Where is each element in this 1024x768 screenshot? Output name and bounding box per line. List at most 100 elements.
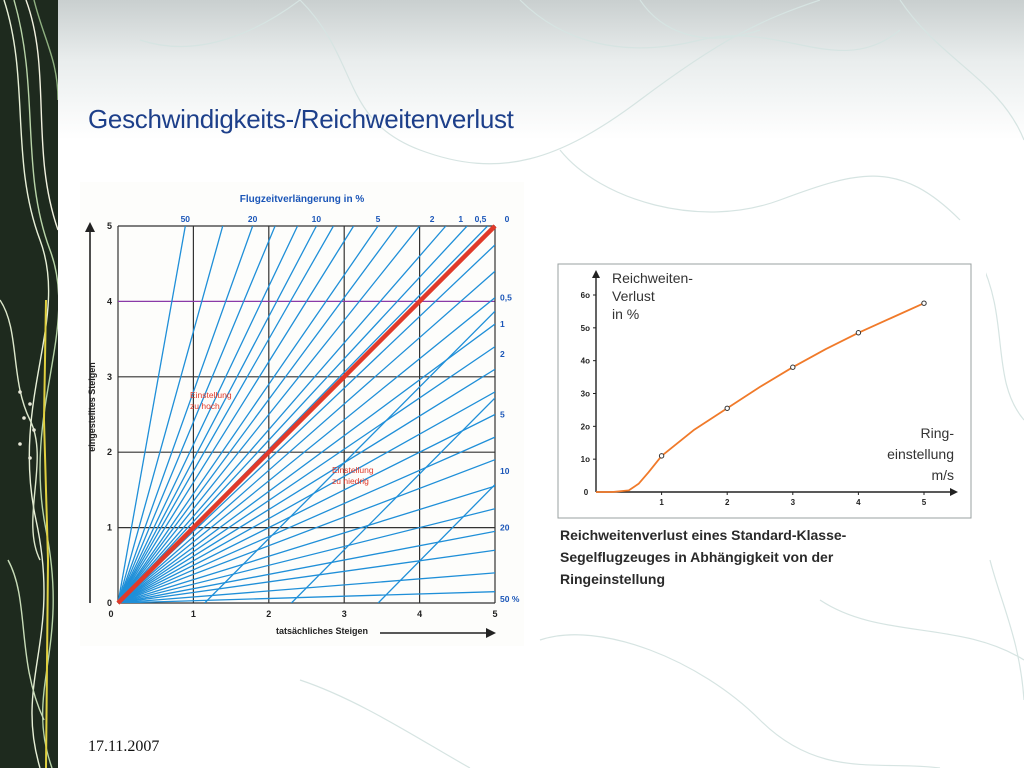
- range-loss-chart: 1 2 3 4 5 0 1o 2o 3o 4o 5o 6o Reichweiten-Verlust in …: [557, 263, 972, 519]
- top-edge-label: 20: [248, 214, 258, 224]
- right-edge-label: 0,5: [500, 293, 512, 303]
- x-tick-label: 3: [791, 498, 796, 507]
- left-series: [116, 224, 497, 605]
- fan-line: [118, 485, 495, 603]
- fan-line: [377, 484, 495, 603]
- fan-line: [118, 549, 495, 603]
- top-edge-label: 2: [430, 214, 435, 224]
- map-side-strip: [0, 0, 58, 768]
- right-edge-label: 1: [500, 319, 505, 329]
- fan-line: [290, 397, 495, 603]
- series-line: [116, 224, 497, 605]
- x-tick-label: 0: [584, 488, 589, 497]
- y-tick-label: 3: [107, 372, 112, 382]
- x-tick-label: 1: [659, 498, 664, 507]
- fan-line: [118, 391, 495, 603]
- x-tick-label: 0: [108, 609, 113, 619]
- x-arrowhead: [486, 628, 496, 638]
- fan-line: [118, 591, 495, 603]
- y-tick-label: 2o: [581, 422, 590, 431]
- y-axis-label: eingestelltes Steigen: [87, 362, 97, 452]
- x-tick-label: 2: [725, 498, 730, 507]
- x-tick-label: 2: [266, 609, 271, 619]
- right-series: [596, 300, 927, 493]
- top-edge-label: 0: [505, 214, 510, 224]
- x-tick-label: 5: [492, 609, 497, 619]
- top-edge-label: 50: [181, 214, 191, 224]
- fan-line: [118, 368, 495, 603]
- x-axis-label: Ring-einstellung m/s: [887, 425, 954, 483]
- y-tick-label: 4o: [581, 357, 590, 366]
- data-point: [658, 453, 665, 459]
- right-labels: 1 2 3 4 5 0 1o 2o 3o 4o 5o 6o Reichweiten-Verlust in …: [581, 270, 955, 507]
- y-tick-label: 6o: [581, 291, 590, 300]
- y-tick-label: 3o: [581, 390, 590, 399]
- fan-line: [118, 270, 495, 603]
- top-edge-label: 5: [376, 214, 381, 224]
- x-arrowhead: [950, 488, 958, 496]
- chart-caption: Reichweitenverlust eines Standard-Klasse…: [560, 527, 847, 587]
- fan-line: [118, 297, 495, 603]
- right-edge-label: 10: [500, 466, 510, 476]
- fan-line: [118, 226, 468, 603]
- fan-line: [118, 226, 421, 603]
- fan-line: [118, 508, 495, 603]
- slide-title: Geschwindigkeits-/Reichweitenverlust: [88, 104, 514, 134]
- fan-line: [118, 346, 495, 603]
- y-tick-label: 0: [107, 598, 112, 608]
- x-tick-label: 1: [191, 609, 196, 619]
- fan-line: [118, 323, 495, 603]
- annotation-zu-hoch: Einstellung zu hoch: [190, 390, 232, 411]
- fan-line: [118, 226, 254, 603]
- y-tick-label: 1o: [581, 455, 590, 464]
- left-labels: Flugzeitverlängerung in %0 1 2 3 4 5012345tat…: [87, 194, 520, 636]
- y-tick-label: 5o: [581, 324, 590, 333]
- chart-title: Flugzeitverlängerung in %: [240, 194, 365, 205]
- fan-line: [118, 226, 317, 603]
- right-edge-label: 20: [500, 523, 510, 533]
- data-point: [855, 330, 862, 336]
- fan-line: [118, 530, 495, 603]
- x-tick-label: 4: [856, 498, 861, 507]
- climb-chart: Flugzeitverlängerung in % 0 1 2 3 4 5 0 1 2 3 4 5 tat…: [80, 182, 524, 646]
- x-axis-label: tatsächliches Steigen: [276, 626, 368, 636]
- fan-line: [118, 413, 495, 603]
- fan-line: [118, 436, 495, 603]
- fan-line: [118, 226, 224, 603]
- y-tick-label: 4: [107, 296, 112, 306]
- data-point: [921, 300, 927, 306]
- y-tick-label: 5: [107, 221, 112, 231]
- fan-line: [118, 226, 379, 603]
- top-edge-label: 0,5: [475, 214, 487, 224]
- fan-line: [118, 226, 186, 603]
- data-point: [790, 364, 796, 370]
- x-tick-label: 3: [342, 609, 347, 619]
- right-edge-label: 50 %: [500, 594, 520, 604]
- y-tick-label: 2: [107, 447, 112, 457]
- fan-line: [118, 226, 355, 603]
- fan-line: [118, 226, 398, 603]
- x-tick-label: 4: [417, 609, 422, 619]
- fan-line: [118, 226, 299, 603]
- fan-line: [118, 226, 334, 603]
- y-axis-label: Reichweiten-Verlust in %: [612, 270, 693, 322]
- right-axes: [592, 270, 958, 496]
- data-point: [724, 405, 730, 411]
- annotation-zu-niedrig: Einstellung zu niedrig: [332, 465, 374, 486]
- left-axes: [85, 222, 496, 638]
- y-arrowhead: [85, 222, 95, 232]
- top-edge-label: 1: [458, 214, 463, 224]
- fan-line: [118, 459, 495, 603]
- right-edge-label: 2: [500, 349, 505, 359]
- y-arrowhead: [592, 270, 600, 278]
- right-edge-label: 5: [500, 410, 505, 420]
- range-loss-panel: 1 2 3 4 5 0 1o 2o 3o 4o 5o 6o Reichweiten-Verlust in …: [556, 250, 986, 596]
- fan-line: [118, 226, 447, 603]
- y-tick-label: 1: [107, 523, 112, 533]
- x-tick-label: 5: [922, 498, 927, 507]
- slide-date: 17.11.2007: [88, 738, 160, 755]
- top-edge-label: 10: [312, 214, 322, 224]
- series-line: [596, 302, 925, 493]
- fan-line: [204, 310, 495, 603]
